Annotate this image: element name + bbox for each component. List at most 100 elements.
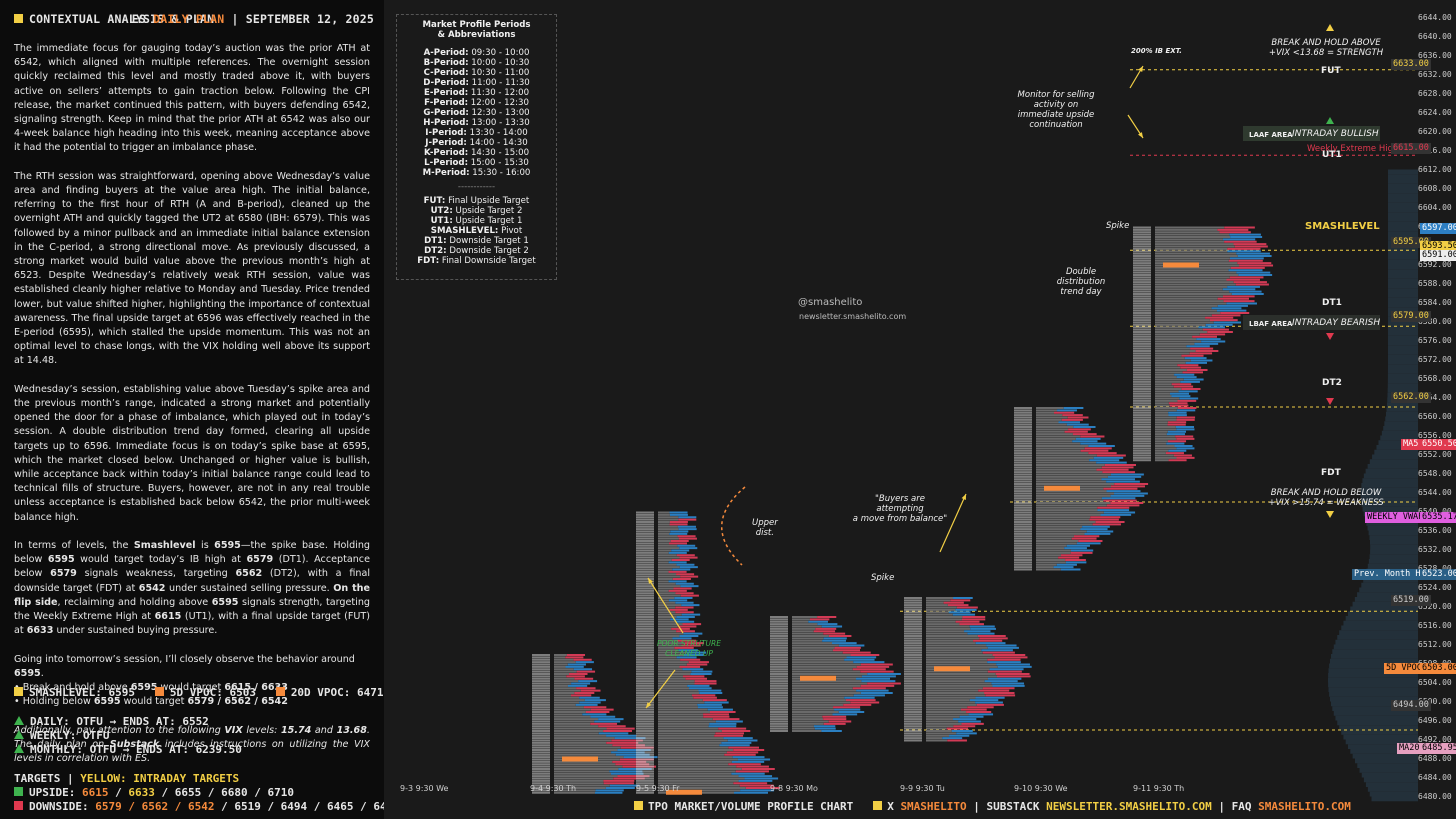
tpo-profile-bar — [658, 627, 672, 630]
volume-delta-bar — [1173, 385, 1194, 388]
y-tick-label: 6484.00 — [1418, 772, 1452, 782]
volume-delta-bar — [1235, 283, 1269, 286]
tpo-letter-column — [1133, 304, 1151, 307]
tpo-profile-bar — [926, 604, 948, 607]
volume-delta-bar — [1076, 542, 1101, 545]
volume-profile-bar — [1329, 696, 1418, 702]
tpo-profile-bar — [658, 554, 677, 557]
tpo-profile-bar — [926, 646, 988, 649]
tpo-letter-column — [1133, 397, 1151, 400]
tpo-profile-bar — [554, 658, 574, 661]
tpo-profile-bar — [658, 511, 670, 514]
y-tick-label: 6628.00 — [1418, 88, 1452, 98]
tpo-letter-column — [636, 741, 654, 744]
tpo-profile-bar — [792, 654, 851, 656]
volume-delta-bar — [860, 692, 893, 694]
volume-profile-bar — [1386, 402, 1418, 407]
tpo-letter-column — [636, 544, 654, 547]
tpo-letter-column — [636, 663, 654, 666]
y-tick-label: 6632.00 — [1418, 69, 1452, 79]
tpo-profile-bar — [1155, 307, 1212, 310]
volume-profile-bar — [1387, 354, 1418, 360]
tpo-profile-bar — [926, 708, 961, 711]
tpo-profile-bar — [1155, 352, 1190, 355]
tpo-letter-column — [1133, 295, 1151, 298]
volume-delta-bar — [567, 663, 586, 666]
tpo-profile-bar — [1155, 319, 1210, 322]
volume-delta-bar — [844, 658, 875, 661]
tpo-profile-bar — [1155, 442, 1167, 445]
x-handle-link[interactable]: SMASHELITO — [900, 800, 967, 813]
tpo-letter-column — [1133, 456, 1151, 459]
tpo-profile-bar — [1036, 466, 1102, 469]
tpo-letter-column — [904, 696, 922, 699]
volume-delta-bar — [1236, 252, 1270, 255]
volume-delta-bar — [673, 587, 692, 590]
tpo-letter-column — [1014, 440, 1032, 443]
tpo-letter-column — [770, 668, 788, 671]
substack-link[interactable]: NEWSLETTER.SMASHELITO.COM — [1046, 800, 1212, 813]
tpo-profile-bar — [792, 689, 857, 692]
volume-profile-bar — [1365, 468, 1418, 474]
tpo-profile-bar — [792, 673, 868, 675]
tpo-letter-column — [636, 775, 654, 778]
tpo-profile-bar — [926, 682, 992, 685]
volume-delta-bar — [955, 608, 977, 611]
tpo-letter-column — [1133, 428, 1151, 431]
tpo-letter-column — [770, 627, 788, 630]
tpo-letter-column — [1014, 449, 1032, 452]
faq-link[interactable]: SMASHELITO.COM — [1258, 800, 1351, 813]
footer-chart-title: TPO MARKET/VOLUME PROFILE CHART — [648, 800, 854, 813]
tpo-profile-bar — [792, 623, 818, 626]
volume-delta-bar — [1102, 471, 1135, 474]
volume-delta-bar — [959, 715, 984, 718]
y-tick-label: 6612.00 — [1418, 164, 1452, 174]
volume-delta-bar — [609, 784, 640, 787]
volume-delta-bar — [1209, 319, 1238, 322]
session-poc-marker — [562, 756, 598, 762]
lbaf-text: INTRADAY BEARISH — [1292, 318, 1381, 328]
tpo-letter-column — [1133, 380, 1151, 383]
ma20-label: MA20 — [1397, 743, 1422, 754]
volume-delta-bar — [956, 732, 977, 735]
tpo-letter-column — [1014, 568, 1032, 571]
tpo-profile-bar — [658, 582, 676, 585]
tpo-profile-bar — [658, 782, 734, 785]
tpo-profile-bar — [658, 597, 675, 599]
volume-profile-bar — [1352, 601, 1418, 607]
volume-delta-bar — [678, 516, 697, 519]
tpo-letter-column — [1014, 497, 1032, 500]
tpo-profile-bar — [1036, 483, 1115, 485]
tpo-profile-bar — [658, 677, 686, 680]
abbr-entry: DT1: Downside Target 1 — [424, 236, 529, 246]
volume-delta-bar — [719, 744, 750, 747]
legend-20d-vpoc: 20D VPOC: 6471 — [290, 686, 384, 699]
tpo-profile-bar — [658, 727, 719, 730]
tpo-letter-column — [636, 694, 654, 697]
volume-delta-bar — [845, 699, 876, 702]
tpo-letter-column — [636, 687, 654, 690]
y-tick-label: 6520.00 — [1418, 601, 1452, 611]
tpo-letter-column — [770, 616, 788, 618]
tpo-letter-column — [1133, 338, 1151, 341]
tpo-profile-bar — [658, 537, 679, 540]
tpo-letter-column — [636, 753, 654, 756]
volume-delta-bar — [1103, 499, 1137, 502]
volume-delta-bar — [1075, 437, 1101, 440]
volume-delta-bar — [595, 789, 624, 792]
volume-profile-bar — [1378, 440, 1418, 445]
ma5-label: MA5 — [1401, 439, 1421, 450]
volume-delta-bar — [808, 620, 828, 623]
tpo-letter-column — [532, 682, 550, 685]
tpo-profile-bar — [1155, 430, 1168, 433]
tpo-profile-bar — [554, 654, 567, 656]
tpo-letter-column — [904, 620, 922, 623]
volume-delta-bar — [1101, 466, 1134, 469]
tpo-letter-column — [1133, 247, 1151, 250]
tpo-profile-bar — [1036, 459, 1090, 462]
tpo-letter-column — [1133, 321, 1151, 324]
tpo-letter-column — [636, 616, 654, 618]
volume-delta-bar — [973, 639, 1003, 642]
tpo-profile-bar — [1155, 255, 1238, 257]
volume-profile-bar — [1388, 169, 1418, 175]
